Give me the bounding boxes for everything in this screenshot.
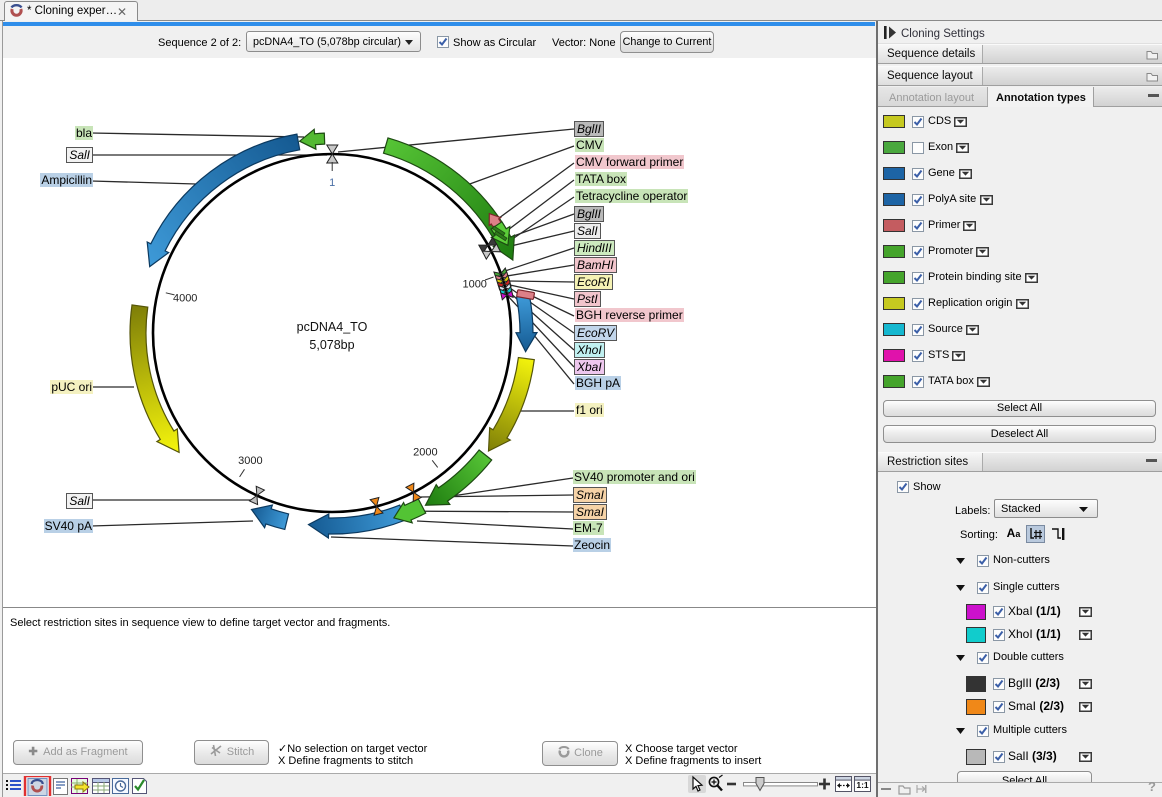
svg-text:pcDNA4_TO: pcDNA4_TO [297,320,368,334]
svg-text:3000: 3000 [238,455,262,467]
svg-text:1000: 1000 [462,279,486,291]
svg-text:1:1: 1:1 [856,780,869,790]
svg-text:4000: 4000 [173,293,197,305]
svg-text:5,078bp: 5,078bp [309,338,354,352]
svg-text:2000: 2000 [413,447,437,459]
svg-text:1: 1 [329,177,335,189]
